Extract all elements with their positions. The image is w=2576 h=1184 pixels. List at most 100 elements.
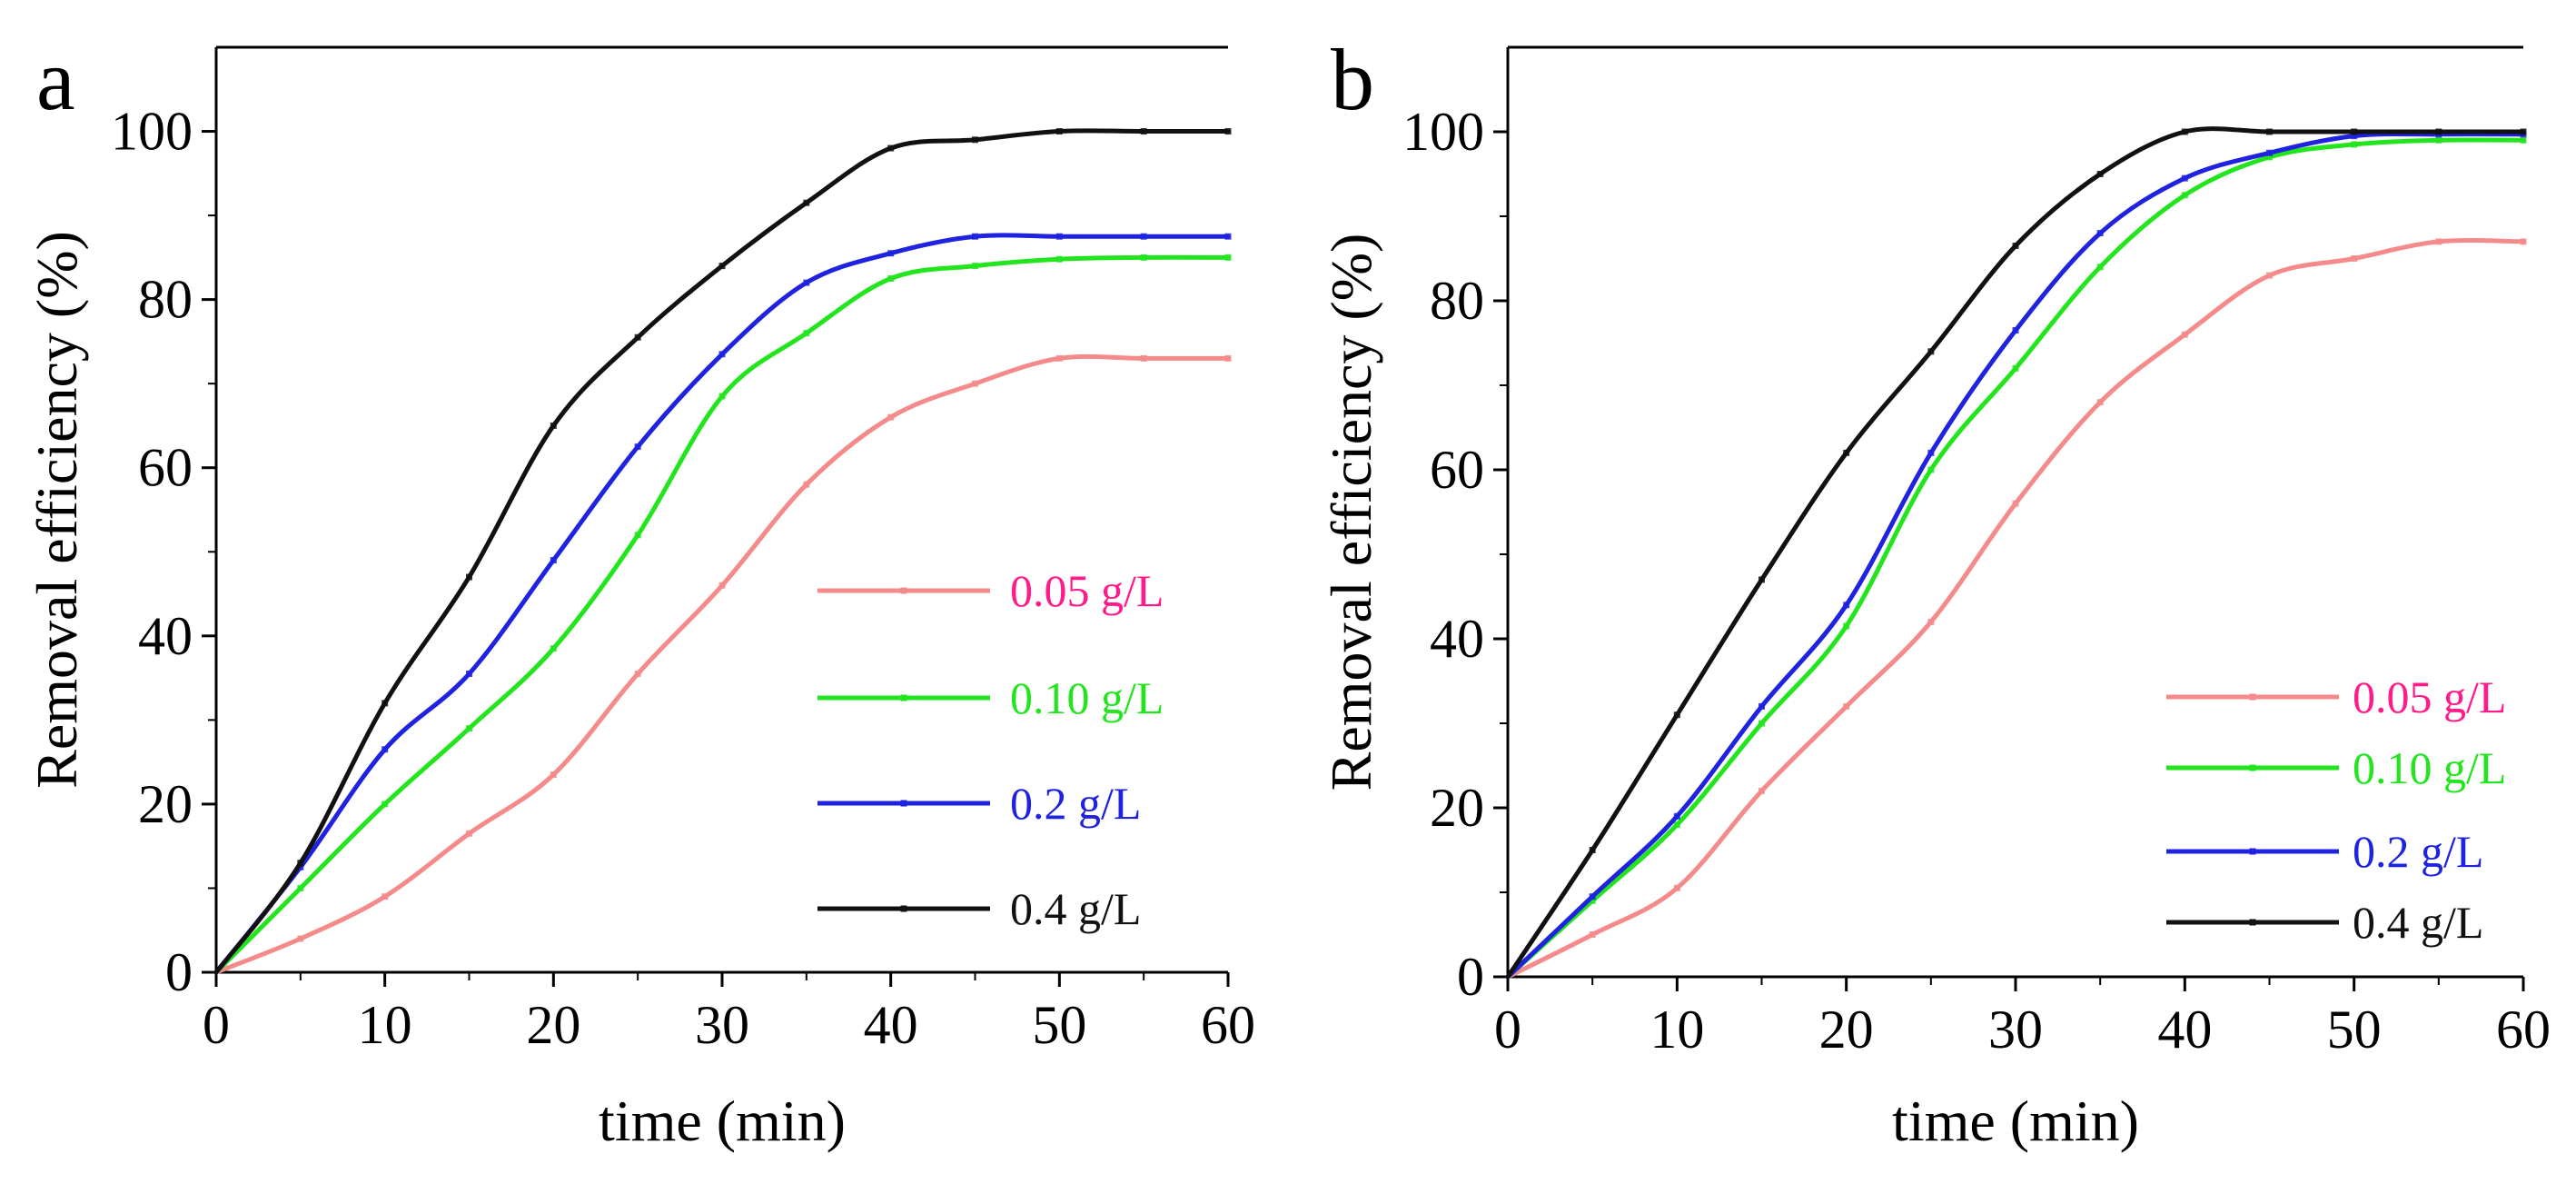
data-point [1843,602,1850,609]
data-point [1927,618,1935,625]
data-point [803,481,810,488]
data-point [1224,354,1232,362]
x-tick-label: 10 [358,995,412,1055]
series-line-3 [213,128,1231,975]
legend-label: 0.05 g/L [1010,565,1164,616]
data-point [1843,622,1850,630]
data-point [550,557,557,564]
data-point [1927,466,1935,473]
data-point [1055,233,1063,240]
data-point [2181,331,2188,338]
data-point [2435,238,2442,245]
x-tick-label: 0 [1494,1000,1521,1060]
data-point [1055,354,1063,362]
data-point [634,670,641,677]
legend-label: 0.2 g/L [2353,826,2483,877]
data-point [1589,897,1596,904]
data-point [1140,233,1147,240]
data-point [2520,128,2527,135]
data-point [803,279,810,286]
legend-marker [2249,848,2256,855]
data-point [1224,254,1232,261]
y-tick-label: 100 [1402,102,1484,162]
legend-marker [900,905,907,912]
data-point [2096,171,2104,177]
data-point [2435,128,2442,135]
panel-b: b 0 10 20 30 40 50 60 0 20 40 60 80 100 time (min) Remo… [1319,31,2551,1153]
legend-label: 0.4 g/L [2353,897,2483,948]
x-axis-label: time (min) [1892,1089,2139,1153]
data-point [1927,449,1935,456]
y-tick-label: 80 [1430,271,1484,331]
data-point [2012,327,2019,334]
data-point [1927,348,1935,355]
x-tick-label: 0 [203,995,230,1055]
x-tick-label: 20 [526,995,580,1055]
panel-letter: b [1331,31,1374,128]
legend-label: 0.2 g/L [1010,778,1141,829]
y-tick-label: 0 [165,942,193,1002]
data-point [2351,141,2358,148]
data-point [2181,192,2188,199]
data-point [381,746,389,753]
data-point [2181,174,2188,182]
data-point [2266,128,2273,135]
legend-marker [2249,693,2256,701]
legend-marker [900,694,907,701]
data-point [1673,884,1680,891]
data-point [2012,243,2019,250]
data-point [972,136,978,144]
data-point [2012,364,2019,372]
data-point [2266,154,2273,161]
y-tick-label: 60 [138,438,193,498]
x-tick-label: 60 [1201,995,1255,1055]
data-point [1673,812,1680,820]
y-axis-label: Removal efficiency (%) [1319,234,1383,791]
data-point [1843,702,1850,710]
data-point [2181,128,2188,135]
data-point [1843,449,1850,456]
data-point [718,582,726,589]
y-tick-label: 40 [1430,609,1484,669]
data-point [1140,254,1147,261]
data-point [1140,128,1147,135]
data-point [2096,399,2104,406]
data-point [887,413,895,421]
data-point [887,250,895,257]
legend-label: 0.10 g/L [2353,742,2506,793]
data-point [297,860,304,867]
series-line-0 [213,353,1231,975]
series-line-2 [213,233,1231,975]
data-point [1589,847,1596,853]
y-tick-label: 20 [1430,778,1484,838]
data-point [634,443,641,451]
data-point [466,573,472,581]
x-axis-label: time (min) [599,1089,846,1153]
x-tick-label: 30 [1988,1000,2043,1060]
data-point [972,263,978,270]
data-point [718,393,726,400]
data-point [803,330,810,337]
panel-a: a 0 10 20 30 40 50 60 0 20 40 60 80 100 time (min) Remo… [25,31,1255,1153]
data-point [803,199,810,206]
data-point [1224,233,1232,240]
x-tick-label: 40 [2157,1000,2212,1060]
data-point [1589,893,1596,900]
legend-label: 0.05 g/L [2353,672,2506,722]
data-point [718,351,726,358]
data-point [1055,255,1063,263]
data-point [1759,720,1765,727]
data-point [1224,128,1232,135]
data-point [887,275,895,282]
x-tick-label: 50 [2327,1000,2382,1060]
legend-marker [900,587,907,594]
y-tick-label: 40 [138,606,193,666]
data-point [1673,711,1680,719]
data-point [1759,787,1765,794]
x-tick-label: 30 [695,995,749,1055]
data-point [634,532,641,539]
data-point [550,771,557,779]
legend-marker [2249,764,2256,771]
data-point [381,700,389,707]
series-line-3 [1505,126,2526,980]
